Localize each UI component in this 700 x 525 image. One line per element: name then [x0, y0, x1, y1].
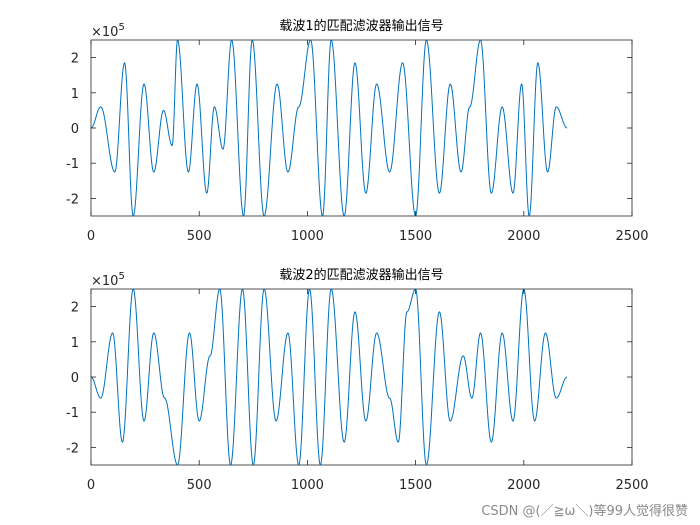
y-tick-label: 1: [71, 87, 79, 102]
x-tick-label: 500: [187, 229, 212, 244]
x-tick-label: 1500: [399, 229, 432, 244]
x-tick-label: 2000: [507, 229, 540, 244]
y-tick-label: -1: [66, 157, 79, 172]
x-tick-label: 1000: [291, 229, 324, 244]
y-exponent-label: ×105: [91, 271, 125, 289]
x-tick-label: 2500: [615, 229, 648, 244]
watermark: CSDN @(／≧ω＼)等99人觉得很赞: [481, 504, 688, 519]
y-tick-label: -2: [66, 192, 79, 207]
y-tick-label: 2: [71, 301, 79, 316]
x-tick-label: 2000: [507, 478, 540, 493]
y-tick-label: 2: [71, 52, 79, 67]
series-line: [91, 40, 568, 216]
x-tick-label: 0: [87, 478, 95, 493]
y-tick-label: 0: [71, 371, 79, 386]
subplot-1: 0 500 1000 1500 2000 2500 -2 -1 0 1 2 ×105 载波1的匹配滤波器…: [66, 18, 649, 244]
chart-title: 载波2的匹配滤波器输出信号: [279, 267, 443, 283]
y-tick-label: -2: [66, 441, 79, 456]
chart-title: 载波1的匹配滤波器输出信号: [279, 18, 443, 34]
y-exponent-label: ×105: [91, 22, 125, 40]
axes-frame: [90, 39, 633, 217]
x-tick-label: 1000: [291, 478, 324, 493]
series-line: [91, 289, 568, 465]
x-tick-label: 2500: [615, 478, 648, 493]
subplot-2: 0 500 1000 1500 2000 2500 -2 -1 0 1 2 ×105 载波2的匹配滤波器…: [66, 267, 649, 493]
y-tick-label: -1: [66, 406, 79, 421]
x-tick-label: 1500: [399, 478, 432, 493]
x-tick-label: 0: [87, 229, 95, 244]
y-tick-label: 1: [71, 336, 79, 351]
y-tick-label: 0: [71, 122, 79, 137]
x-tick-label: 500: [187, 478, 212, 493]
